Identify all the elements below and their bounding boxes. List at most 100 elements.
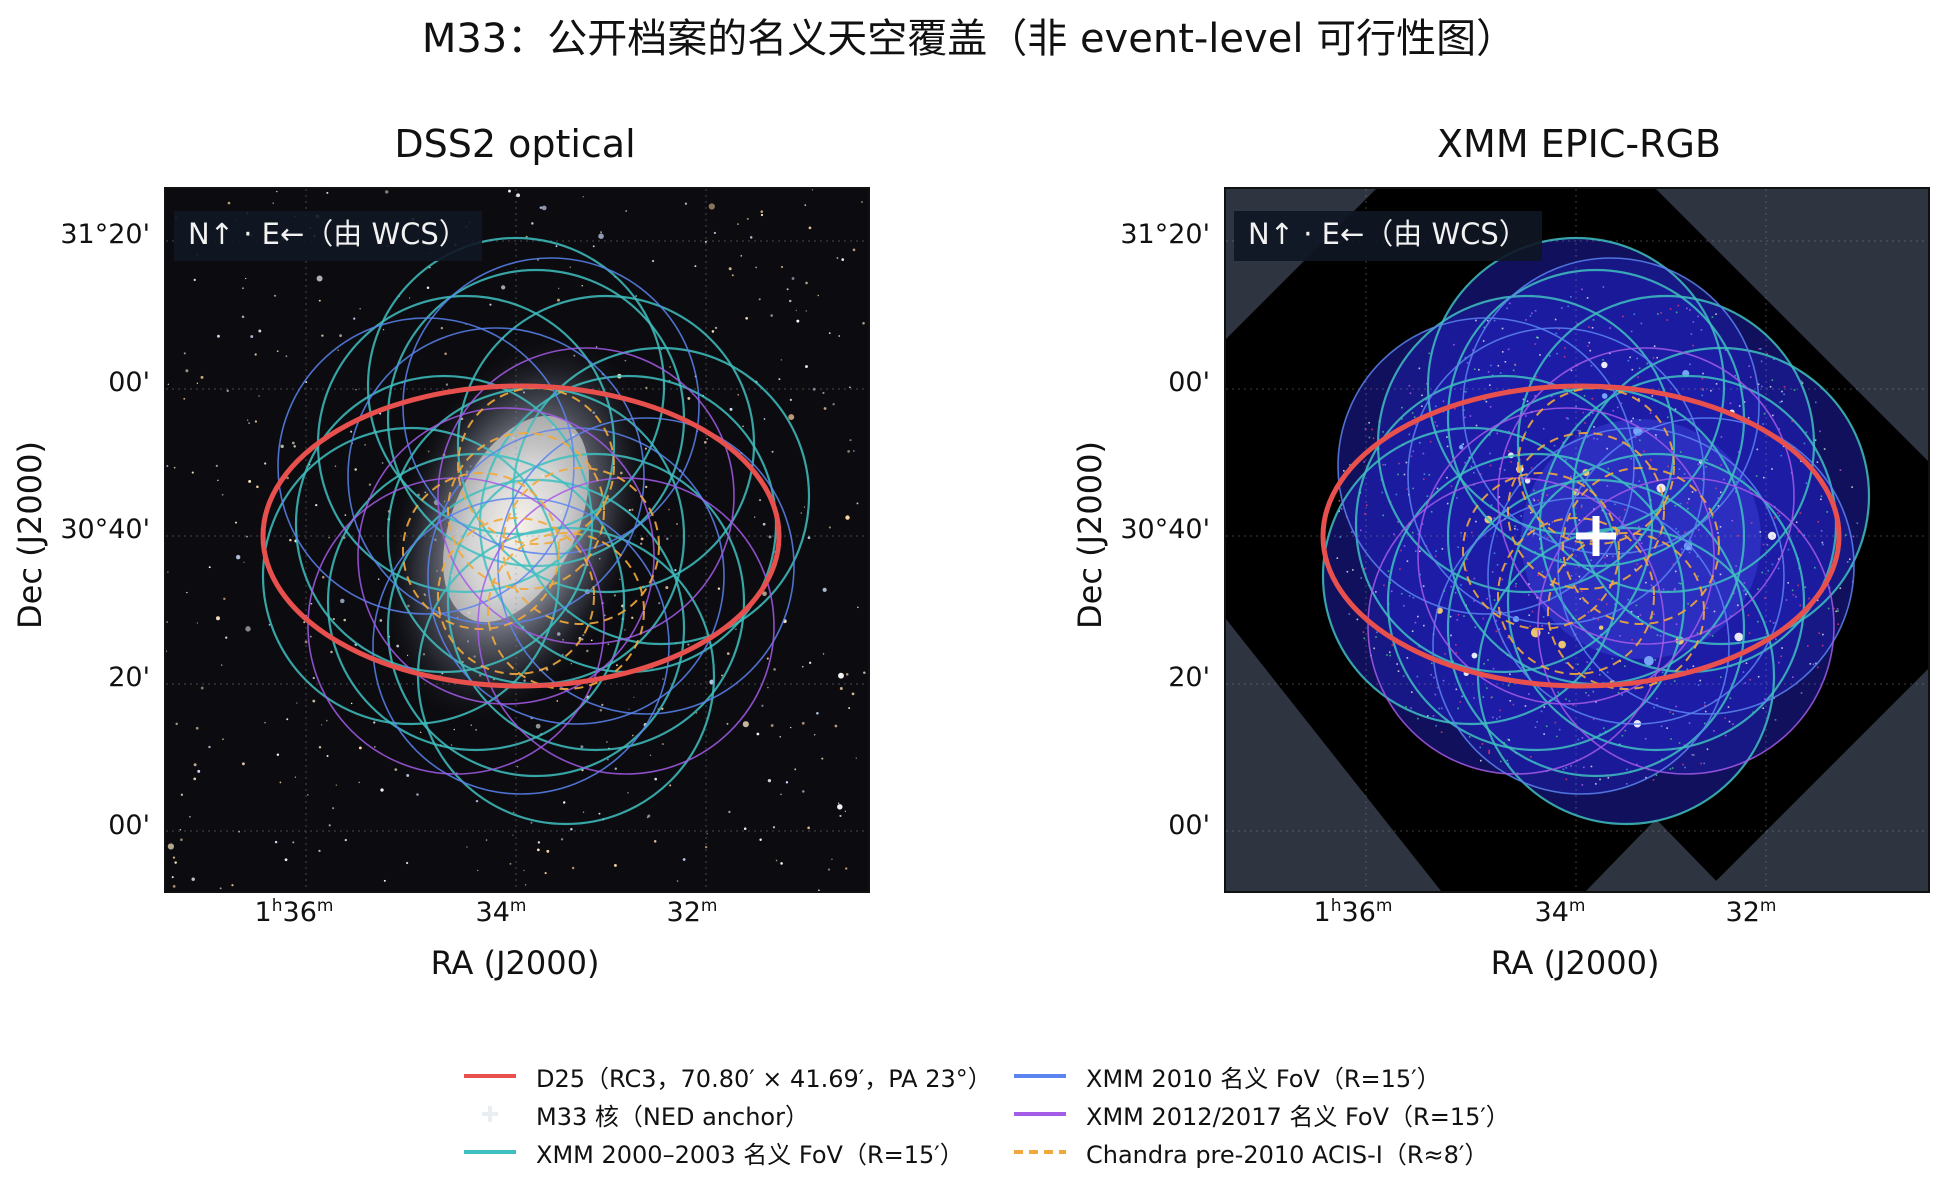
star [780,862,783,865]
photon [1701,377,1704,380]
photon [1525,415,1527,417]
star [535,723,541,729]
x-axis-label: RA (J2000) [1490,944,1660,982]
star [264,462,267,465]
star [191,471,194,474]
star [640,542,643,545]
photon [1509,673,1511,676]
photon [1703,762,1706,765]
star [355,389,357,391]
photon [1508,739,1511,741]
star [524,884,527,886]
star [771,450,774,453]
star [243,561,245,563]
point-source [1458,445,1464,450]
star [755,266,758,269]
star [801,790,805,793]
photon [1799,512,1802,514]
star [381,462,384,464]
star [705,846,708,849]
photon [1629,356,1631,359]
star [544,872,547,875]
star [758,298,761,301]
photon [1386,654,1388,656]
star [838,802,840,804]
photon [1745,593,1747,596]
star [186,591,188,594]
photon [1612,555,1614,558]
photon [1542,427,1545,430]
star [286,476,289,480]
photon [1417,533,1420,536]
photon [1411,531,1414,534]
point-source [1598,625,1604,630]
photon [1837,623,1839,625]
chandra-fov-circle [1497,517,1655,675]
photon [1644,738,1647,740]
photon [1761,385,1763,388]
star [668,508,670,511]
photon [1595,783,1597,785]
photon [1778,428,1781,430]
photon [1479,473,1482,475]
photon [1592,412,1594,414]
star [845,672,849,676]
star [276,350,279,353]
photon [1766,544,1769,546]
star [684,202,688,205]
photon [1506,759,1509,762]
photon [1499,709,1501,712]
legend-swatch-icon [464,1150,516,1154]
star [640,537,644,541]
star [258,329,262,333]
photon [1421,394,1423,397]
photon [1586,297,1589,299]
xmm-fov-circle [386,478,686,778]
photon [1780,655,1782,658]
star [862,322,865,325]
photon [1682,763,1684,766]
star [318,746,322,749]
photon [1706,748,1709,751]
xmm-fov-circle [1432,497,1730,795]
photon [1616,406,1619,409]
photon [1577,738,1580,741]
photon [1679,582,1682,585]
photon [1783,393,1785,396]
photon [1764,597,1766,599]
photon [1493,552,1496,555]
photon [1569,535,1572,538]
star [749,236,753,239]
star [767,686,769,689]
star [344,838,347,842]
photon [1774,719,1777,721]
photon [1348,464,1351,466]
photon [1410,691,1413,693]
star [779,736,781,738]
chandra-fov-circle [447,432,605,590]
photon [1536,720,1538,723]
star [364,444,366,446]
photon [1661,758,1663,761]
photon [1679,502,1682,505]
star [586,649,589,653]
star [445,383,449,386]
point-source [1558,640,1566,649]
photon [1793,389,1796,391]
xmm-fov-circle [1417,407,1715,705]
photon [1417,615,1419,618]
photon [1426,495,1429,497]
photon [1522,398,1525,401]
star [661,743,664,746]
photon [1799,604,1801,607]
photon [1488,749,1490,752]
photon [1520,515,1522,517]
star [279,781,282,784]
photon [1489,405,1492,408]
star [179,829,182,831]
xmm-fov-circle [1446,478,1746,778]
photon [1602,727,1605,729]
photon [1757,675,1760,678]
photon [1562,768,1565,771]
photon [1514,585,1517,588]
